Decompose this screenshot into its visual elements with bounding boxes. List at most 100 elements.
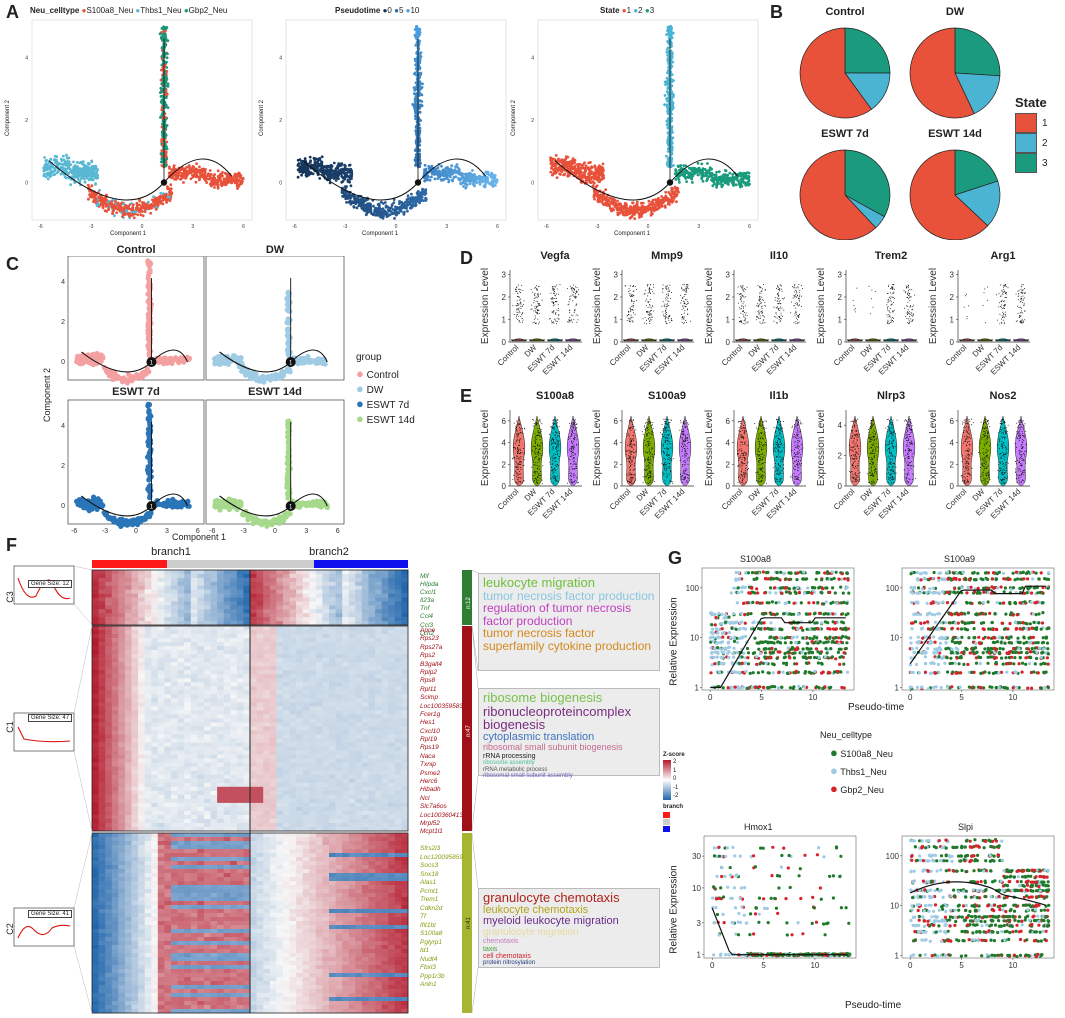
- cell-point: [148, 510, 154, 516]
- cell-point: [596, 175, 600, 179]
- legend-item: 5: [398, 6, 404, 15]
- cell-point: [571, 157, 575, 161]
- cell-point: [747, 175, 750, 179]
- cell-point: [608, 204, 612, 207]
- plot-frame: [31, 19, 253, 221]
- legend-item: 1: [626, 6, 632, 15]
- cell-point: [450, 178, 454, 182]
- cell-point: [75, 171, 78, 175]
- cell-point: [723, 173, 727, 177]
- cell-point: [285, 366, 291, 372]
- cell-point: [390, 203, 394, 207]
- cell-point: [595, 184, 599, 188]
- cell-point: [69, 163, 73, 167]
- cell-point: [420, 93, 424, 97]
- cell-point: [599, 173, 603, 176]
- cell-point: [665, 162, 669, 166]
- cell-point: [660, 205, 664, 208]
- panel-label-g: G: [668, 548, 683, 568]
- cell-point: [205, 177, 209, 181]
- cell-point: [348, 163, 352, 167]
- cell-point: [184, 176, 188, 180]
- cell-point: [142, 205, 146, 209]
- cell-point: [608, 196, 612, 200]
- cell-point: [678, 181, 681, 184]
- cell-point: [665, 76, 669, 80]
- cell-point: [141, 214, 145, 218]
- cell-point: [169, 183, 173, 187]
- cell-point: [100, 200, 103, 204]
- cell-point: [379, 200, 383, 204]
- cell-point: [75, 357, 81, 363]
- cell-point: [156, 357, 162, 363]
- pie-title: Control: [825, 6, 865, 18]
- cell-point: [163, 136, 167, 139]
- cell-point: [552, 163, 556, 167]
- cell-point: [149, 211, 153, 215]
- cell-point: [216, 175, 220, 179]
- cell-point: [423, 170, 426, 174]
- cell-point: [166, 52, 169, 56]
- plot-frame: [285, 19, 507, 221]
- cell-point: [344, 192, 347, 196]
- cell-point: [414, 67, 418, 71]
- cell-point: [163, 81, 167, 84]
- cell-point: [193, 174, 197, 178]
- cell-point: [334, 179, 338, 182]
- cell-point: [93, 167, 97, 171]
- cell-point: [685, 180, 688, 184]
- cell-point: [95, 170, 99, 174]
- cell-point: [667, 42, 671, 45]
- cell-point: [566, 155, 570, 159]
- cell-point: [200, 169, 204, 173]
- cell-point: [145, 258, 151, 264]
- cell-point: [159, 195, 163, 199]
- cell-point: [433, 171, 437, 174]
- cell-point: [187, 171, 190, 174]
- cell-point: [164, 116, 167, 119]
- cell-point: [78, 167, 82, 171]
- cell-point: [690, 177, 694, 181]
- legend-celltype: Neu_celltype ●S100a8_Neu ●Thbs1_Neu ●Gbp…: [30, 6, 228, 15]
- cell-point: [337, 170, 341, 174]
- cell-point: [165, 60, 168, 64]
- cell-point: [467, 172, 470, 176]
- cell-point: [135, 201, 139, 205]
- cell-point: [619, 203, 623, 207]
- cell-point: [650, 203, 653, 207]
- cell-point: [441, 168, 445, 172]
- cell-point: [299, 166, 303, 170]
- cell-point: [184, 169, 188, 173]
- cell-point: [424, 178, 428, 182]
- cell-point: [225, 172, 228, 176]
- cell-point: [86, 359, 92, 366]
- cell-point: [394, 209, 397, 212]
- cell-point: [76, 501, 82, 507]
- cell-point: [445, 176, 449, 180]
- cell-point: [475, 181, 479, 185]
- cell-point: [316, 167, 319, 170]
- cell-point: [287, 349, 293, 355]
- cell-point: [100, 196, 104, 200]
- x-tick-label: 0: [395, 224, 398, 230]
- cell-point: [483, 185, 487, 189]
- cell-point: [618, 211, 622, 215]
- cell-point: [629, 215, 633, 219]
- cell-point: [575, 172, 579, 175]
- cell-point: [166, 82, 170, 86]
- cell-point: [204, 168, 207, 171]
- node-label: 1: [150, 361, 154, 367]
- branch-node: [285, 357, 296, 367]
- cell-point: [164, 357, 170, 363]
- cell-point: [312, 165, 315, 169]
- cell-point: [328, 175, 332, 178]
- cell-point: [675, 193, 679, 196]
- cell-point: [616, 213, 620, 217]
- cell-point: [48, 167, 52, 171]
- cell-point: [138, 210, 142, 213]
- cell-point: [690, 169, 694, 172]
- cell-point: [73, 168, 77, 171]
- cell-point: [308, 160, 312, 164]
